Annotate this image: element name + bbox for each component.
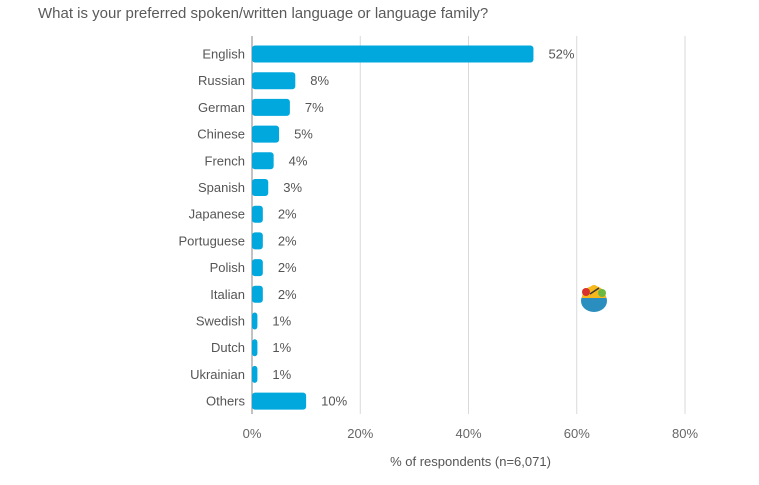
bar-dutch — [252, 339, 258, 357]
data-labels: 52% 8% 7% 5% 4% 3% 2% 2% 2% 2% 1% 1% 1% 10% — [272, 47, 574, 409]
x-tick-label: 60% — [564, 426, 590, 441]
category-label: Others — [206, 394, 246, 409]
grid-lines — [251, 36, 686, 414]
category-label: Ukrainian — [190, 367, 245, 382]
bar-italian — [252, 285, 263, 303]
data-label: 2% — [278, 233, 297, 248]
data-label: 1% — [272, 340, 291, 355]
category-label: Chinese — [197, 127, 245, 142]
data-label: 3% — [283, 180, 302, 195]
category-label: Dutch — [211, 340, 245, 355]
bar-spanish — [252, 179, 269, 196]
bar-german — [252, 98, 290, 116]
x-axis-title: % of respondents (n=6,071) — [390, 454, 551, 469]
data-label: 4% — [289, 153, 308, 168]
data-label: 2% — [278, 260, 297, 275]
data-label: 2% — [278, 207, 297, 222]
bar-polish — [252, 259, 263, 277]
bar-swedish — [252, 312, 258, 330]
data-label: 52% — [548, 47, 574, 62]
category-label: Russian — [198, 73, 245, 88]
category-label: Polish — [210, 260, 245, 275]
bar-others — [252, 392, 307, 410]
category-label: Spanish — [198, 180, 245, 195]
x-tick-label: 0% — [243, 426, 262, 441]
data-label: 7% — [305, 100, 324, 115]
x-tick-label: 20% — [347, 426, 373, 441]
category-label: Portuguese — [179, 233, 246, 248]
category-label: Italian — [210, 287, 245, 302]
category-labels: English Russian German Chinese French Spanish… — [179, 47, 246, 409]
x-tick-label: 80% — [672, 426, 698, 441]
data-label: 2% — [278, 287, 297, 302]
data-label: 1% — [272, 367, 291, 382]
category-label: English — [202, 47, 245, 62]
bar-ukrainian — [252, 365, 258, 383]
category-label: German — [198, 100, 245, 115]
bar-chinese — [252, 125, 280, 143]
bar-japanese — [252, 205, 263, 223]
x-tick-label: 40% — [455, 426, 481, 441]
bar-english — [252, 45, 534, 63]
chart-title: What is your preferred spoken/written la… — [38, 5, 489, 22]
bowl-logo-icon — [581, 285, 607, 312]
bar-russian — [252, 72, 296, 90]
data-label: 8% — [310, 73, 329, 88]
data-label: 10% — [321, 394, 347, 409]
x-tick-labels: 0% 20% 40% 60% 80% — [243, 426, 699, 441]
bars — [252, 45, 534, 410]
category-label: Japanese — [189, 207, 245, 222]
data-label: 5% — [294, 127, 313, 142]
category-label: Swedish — [196, 314, 245, 329]
bar-portuguese — [252, 232, 263, 250]
bar-french — [252, 152, 274, 170]
data-label: 1% — [272, 314, 291, 329]
category-label: French — [205, 153, 245, 168]
